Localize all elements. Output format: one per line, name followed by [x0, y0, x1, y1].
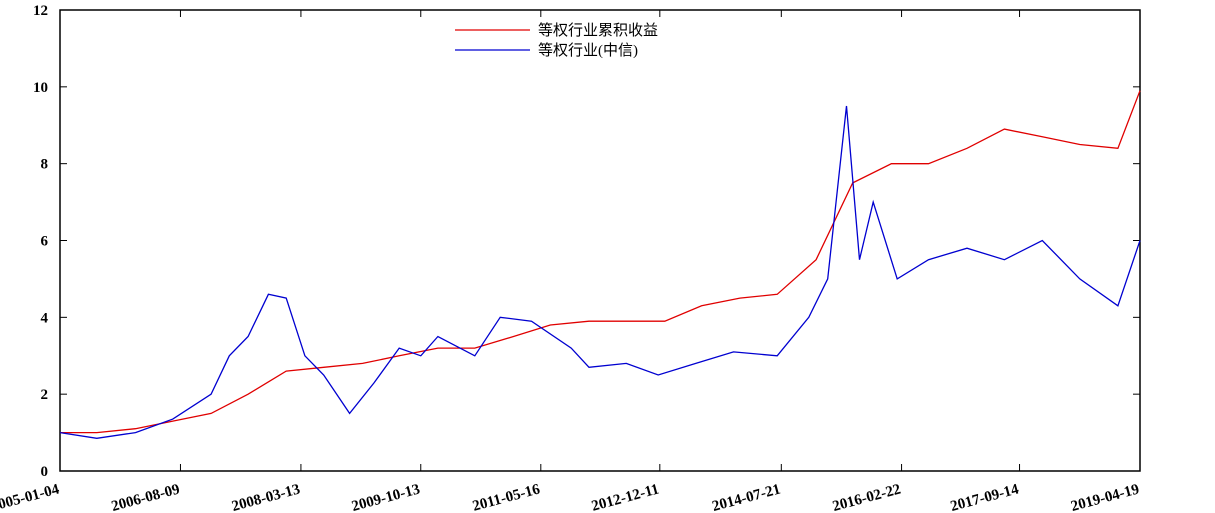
- x-tick-label: 2009-10-13: [350, 481, 422, 513]
- legend-box: [450, 14, 760, 58]
- y-tick-label: 10: [33, 80, 48, 96]
- x-tick-label: 2014-07-21: [711, 481, 783, 513]
- y-tick-label: 8: [41, 157, 49, 173]
- x-tick-label: 2012-12-11: [590, 481, 661, 513]
- x-tick-label: 2016-02-22: [831, 481, 903, 513]
- x-tick-label: 2005-01-04: [0, 481, 62, 513]
- y-tick-label: 4: [41, 310, 49, 326]
- y-tick-label: 12: [33, 3, 48, 19]
- x-tick-label: 2017-09-14: [949, 481, 1021, 513]
- x-tick-label: 2006-08-09: [110, 481, 182, 513]
- y-tick-label: 0: [41, 464, 49, 480]
- x-tick-label: 2019-04-19: [1069, 481, 1141, 513]
- plot-frame: [59, 9, 1141, 472]
- legend-label: 等权行业(中信): [538, 41, 638, 59]
- x-tick-label: 2008-03-13: [230, 481, 302, 513]
- series-line: [59, 105, 1141, 439]
- y-tick-label: 2: [41, 387, 49, 403]
- series-line: [60, 90, 1141, 434]
- legend-label: 等权行业累积收益: [538, 21, 658, 39]
- y-tick-label: 6: [41, 234, 49, 250]
- x-tick-label: 2011-05-16: [471, 481, 542, 513]
